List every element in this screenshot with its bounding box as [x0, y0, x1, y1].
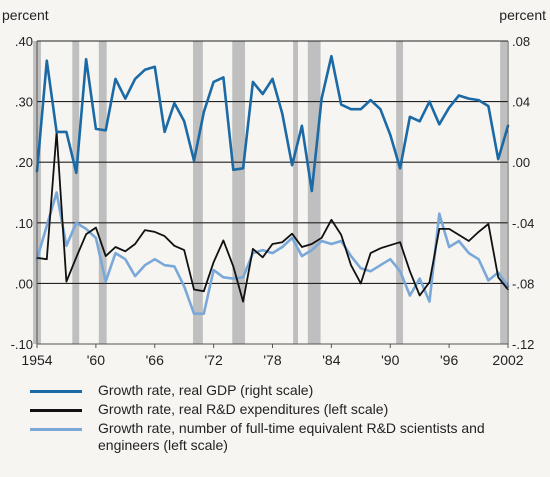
right-tick-label: .04	[512, 95, 530, 110]
chart-canvas: percent percent .40 .30 .20 .10 .00 -.10 .08 .04.…	[2, 7, 546, 368]
series-line-gdp	[35, 54, 510, 193]
series-line-rd-expenditures	[36, 130, 509, 303]
right-tick-label: -.12	[512, 337, 534, 352]
legend-swatch-rd-expenditures	[30, 409, 82, 412]
left-tick-label: .00	[15, 276, 33, 291]
x-tick-label: '60	[87, 352, 105, 368]
left-tick-label: -.10	[11, 337, 33, 352]
left-tick-label: .30	[15, 95, 33, 110]
x-tick-label: 2002	[492, 352, 523, 368]
legend-label-rd-expenditures: Growth rate, real R&D expenditures (left…	[98, 401, 389, 417]
x-tick-label: '72	[205, 352, 223, 368]
legend-item-rd-expenditures: Growth rate, real R&D expenditures (left…	[30, 401, 530, 418]
left-tick-label: .40	[15, 34, 33, 49]
legend-swatch-gdp	[30, 390, 82, 393]
recession-band	[500, 41, 508, 344]
x-tick-label: '96	[440, 352, 458, 368]
x-tick-label: '84	[322, 352, 340, 368]
left-tick-label: .10	[15, 216, 33, 231]
series-lines	[35, 54, 510, 316]
recession-bands	[33, 41, 508, 344]
legend-item-gdp: Growth rate, real GDP (right scale)	[30, 382, 530, 399]
legend: Growth rate, real GDP (right scale) Grow…	[30, 382, 530, 456]
right-tick-label: -.08	[512, 276, 534, 291]
legend-swatch-rd-scientists	[30, 428, 82, 431]
x-tick-label: 1954	[21, 352, 52, 368]
x-tick-label: '90	[381, 352, 399, 368]
right-tick-label: .00	[512, 155, 530, 170]
recession-band	[193, 41, 203, 344]
recession-band	[98, 41, 107, 344]
left-axis-title: percent	[2, 7, 49, 23]
axes: percent percent .40 .30 .20 .10 .00 -.10 .08 .04.…	[2, 7, 546, 368]
recession-band	[232, 41, 246, 344]
legend-label-gdp: Growth rate, real GDP (right scale)	[98, 382, 314, 398]
right-tick-label: .08	[512, 34, 530, 49]
recession-band	[293, 41, 299, 344]
series-line-rd-scientists	[35, 191, 510, 316]
gridlines	[37, 40, 508, 345]
legend-item-rd-scientists: Growth rate, number of full-time equival…	[30, 420, 530, 454]
recession-band	[72, 41, 80, 344]
legend-label-rd-scientists: Growth rate, number of full-time equival…	[98, 420, 485, 453]
recession-band	[396, 41, 404, 344]
x-tick-label: '78	[263, 352, 281, 368]
left-tick-label: .20	[15, 155, 33, 170]
x-tick-label: '66	[146, 352, 164, 368]
recession-band	[307, 41, 321, 344]
right-axis-title: percent	[499, 7, 546, 23]
right-tick-label: -.04	[512, 216, 534, 231]
